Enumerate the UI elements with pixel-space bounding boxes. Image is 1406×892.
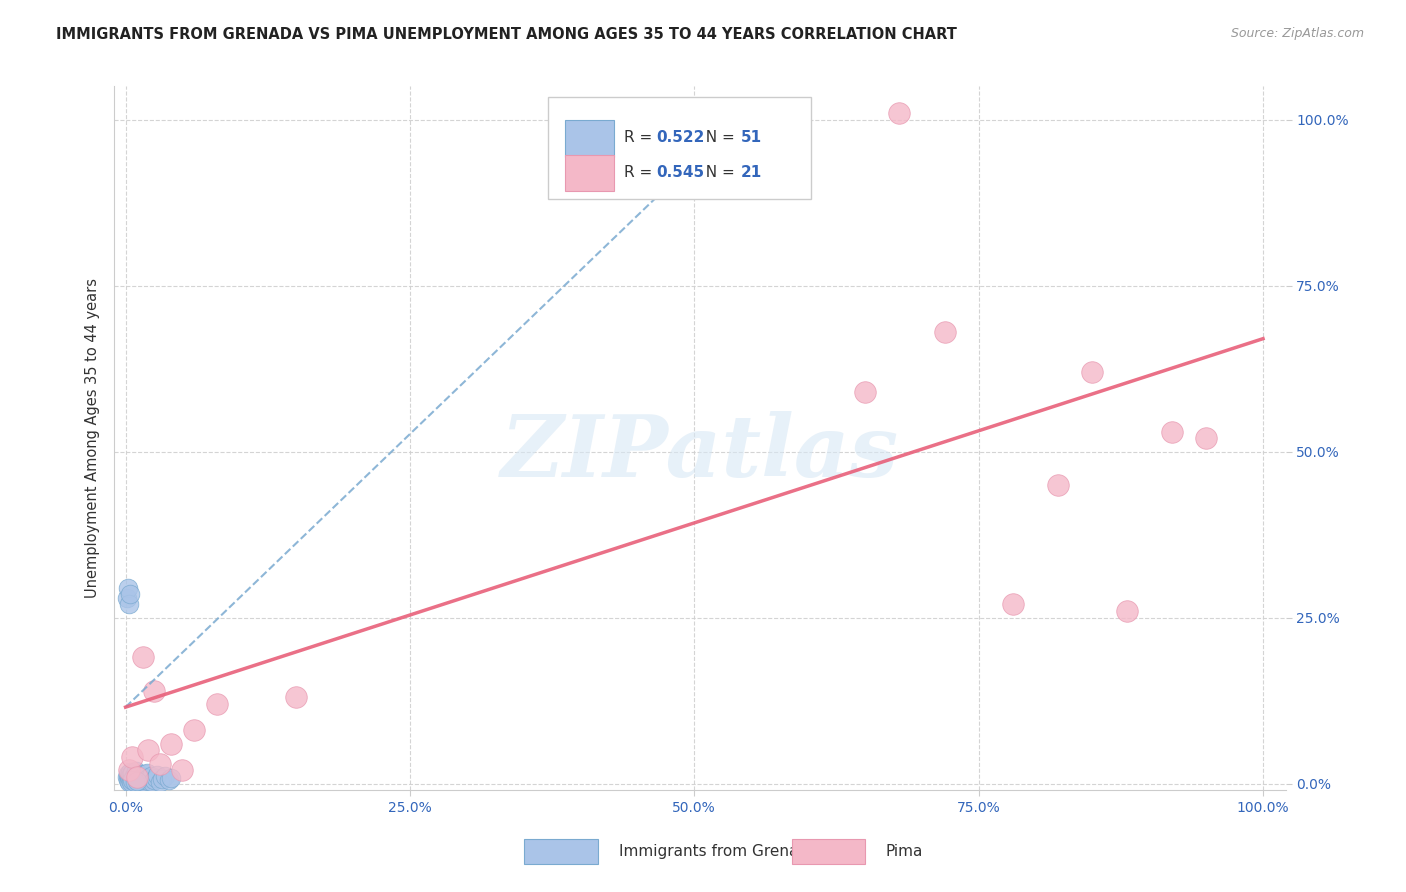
Point (124, 768, 146, 782)
Point (131, 771, 153, 785)
Text: N =: N = (696, 130, 740, 145)
Point (125, 771, 148, 785)
Y-axis label: Unemployment Among Ages 35 to 44 years: Unemployment Among Ages 35 to 44 years (86, 278, 100, 599)
Point (139, 768, 162, 782)
Point (160, 771, 183, 785)
Point (118, 771, 141, 785)
Point (136, 743, 159, 757)
Point (183, 723, 205, 738)
Text: N =: N = (696, 165, 740, 179)
Text: 51: 51 (741, 130, 762, 145)
Point (1081, 365, 1104, 379)
Point (1195, 431, 1218, 445)
Point (125, 773, 148, 788)
Text: ZIPatlas: ZIPatlas (501, 410, 898, 494)
Point (150, 772, 173, 786)
Point (120, 767, 142, 781)
Point (141, 775, 163, 789)
Point (125, 774, 148, 789)
Point (121, 765, 143, 780)
Point (205, 697, 228, 711)
Text: R =: R = (624, 130, 657, 145)
Point (143, 683, 166, 698)
Point (117, 581, 139, 595)
Point (125, 773, 148, 788)
Point (145, 771, 167, 785)
Point (285, 690, 308, 705)
Text: Source: ZipAtlas.com: Source: ZipAtlas.com (1230, 27, 1364, 40)
Point (157, 773, 180, 788)
Point (136, 765, 159, 780)
Point (120, 775, 142, 789)
Text: Immigrants from Grenada: Immigrants from Grenada (619, 845, 817, 859)
Point (120, 587, 142, 601)
Point (143, 772, 166, 787)
Point (160, 737, 183, 751)
Point (131, 774, 153, 789)
Point (934, 325, 956, 339)
Point (122, 773, 145, 788)
Point (1001, 597, 1024, 611)
Point (120, 772, 142, 787)
Point (125, 764, 148, 778)
Point (134, 767, 156, 781)
Point (120, 764, 142, 779)
Point (124, 772, 146, 786)
Point (121, 750, 143, 764)
Point (131, 769, 153, 783)
Point (121, 771, 143, 785)
Point (128, 766, 150, 780)
FancyBboxPatch shape (565, 120, 614, 157)
Point (124, 774, 146, 789)
Point (121, 773, 143, 788)
Text: 21: 21 (741, 165, 762, 179)
Point (115, 591, 138, 605)
Point (117, 766, 139, 780)
Point (127, 768, 149, 782)
Point (118, 774, 141, 789)
Point (131, 650, 153, 665)
Text: Pima: Pima (886, 845, 924, 859)
Point (1161, 425, 1184, 439)
Point (118, 597, 141, 611)
Point (146, 768, 169, 782)
Point (118, 763, 141, 777)
Point (1115, 604, 1137, 618)
Point (887, 106, 910, 120)
Point (155, 769, 177, 783)
Text: 0.545: 0.545 (657, 165, 704, 179)
Point (853, 384, 876, 399)
Point (128, 772, 150, 787)
Point (120, 772, 142, 786)
FancyBboxPatch shape (565, 154, 614, 191)
Point (125, 770, 148, 784)
Text: R =: R = (624, 165, 657, 179)
Text: IMMIGRANTS FROM GRENADA VS PIMA UNEMPLOYMENT AMONG AGES 35 TO 44 YEARS CORRELATI: IMMIGRANTS FROM GRENADA VS PIMA UNEMPLOY… (56, 27, 957, 42)
Point (117, 773, 139, 788)
Point (149, 756, 172, 771)
Point (135, 773, 157, 788)
Text: 0.522: 0.522 (657, 130, 704, 145)
Point (115, 770, 138, 784)
Point (136, 773, 159, 788)
Point (118, 768, 141, 782)
Point (132, 772, 155, 786)
Point (122, 769, 145, 783)
Point (129, 773, 152, 788)
FancyBboxPatch shape (548, 97, 811, 199)
Point (136, 771, 159, 785)
Point (149, 774, 172, 789)
Point (1047, 477, 1070, 491)
Point (172, 763, 194, 777)
